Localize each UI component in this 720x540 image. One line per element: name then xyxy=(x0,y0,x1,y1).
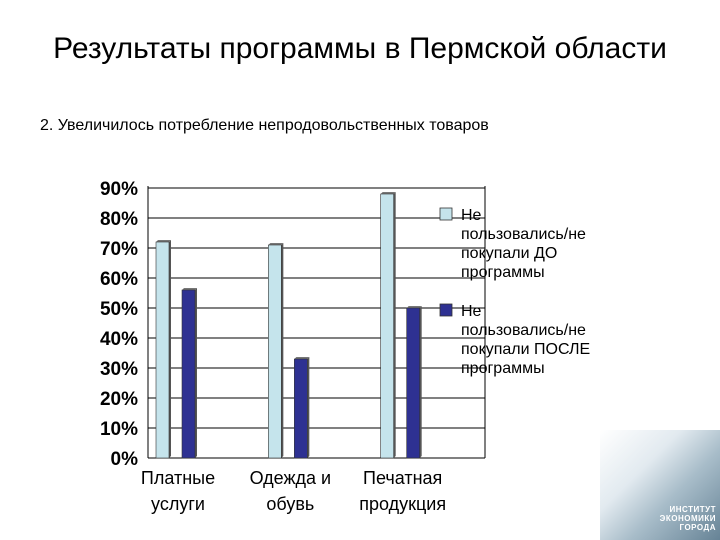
slide-subtitle: 2. Увеличилось потребление непродовольст… xyxy=(40,117,489,134)
slide-title: Результаты программы в Пермской области xyxy=(53,32,667,65)
y-tick-label: 80% xyxy=(100,209,138,230)
legend-label-2: программы xyxy=(461,360,545,377)
bar-top xyxy=(380,192,396,194)
bar-series-2 xyxy=(294,358,308,459)
legend-label-2: Не xyxy=(461,303,482,320)
x-category-label: продукция xyxy=(359,494,446,514)
legend-label-2: пользовались/не xyxy=(461,322,586,339)
corner-city-image xyxy=(600,430,720,540)
y-tick-label: 40% xyxy=(100,329,138,350)
x-category-label: услуги xyxy=(151,494,205,514)
legend-label-1: Не xyxy=(461,207,482,224)
corner-logo-text: ИНСТИТУТ ЭКОНОМИКИ ГОРОДА xyxy=(659,505,716,532)
bar-side xyxy=(169,240,171,458)
legend-swatch-1 xyxy=(439,207,453,221)
x-category-label: обувь xyxy=(266,494,314,514)
legend-swatch-2 xyxy=(439,303,453,317)
legend-label-1: покупали ДО xyxy=(461,245,557,262)
bar-top xyxy=(182,288,197,290)
bar-series-2 xyxy=(406,307,420,459)
legend-label-1: пользовались/не xyxy=(461,226,586,243)
bar-series-2 xyxy=(181,289,196,459)
y-tick-label: 90% xyxy=(100,179,138,200)
y-tick-label: 20% xyxy=(100,389,138,410)
bar-series-1 xyxy=(268,244,282,459)
bar-side xyxy=(195,288,197,458)
bar-top xyxy=(406,306,422,308)
x-category-label: Платные xyxy=(141,468,215,488)
bar-side xyxy=(307,357,310,458)
bar-top xyxy=(294,357,310,359)
legend-label-1: программы xyxy=(461,264,545,281)
bar-side xyxy=(419,306,422,458)
bar-side xyxy=(281,243,284,458)
bar-side xyxy=(393,192,396,458)
bar-series-1 xyxy=(380,193,394,459)
y-tick-label: 30% xyxy=(100,359,138,380)
bar-series-1 xyxy=(155,241,170,459)
y-tick-label: 60% xyxy=(100,269,138,290)
x-category-label: Одежда и xyxy=(250,468,332,488)
y-tick-label: 50% xyxy=(100,299,138,320)
bar-top xyxy=(268,243,284,245)
y-tick-label: 0% xyxy=(111,449,139,470)
y-tick-label: 10% xyxy=(100,419,138,440)
x-category-label: Печатная xyxy=(363,468,442,488)
y-tick-label: 70% xyxy=(100,239,138,260)
legend-label-2: покупали ПОСЛЕ xyxy=(461,341,590,358)
bar-top xyxy=(156,240,171,242)
